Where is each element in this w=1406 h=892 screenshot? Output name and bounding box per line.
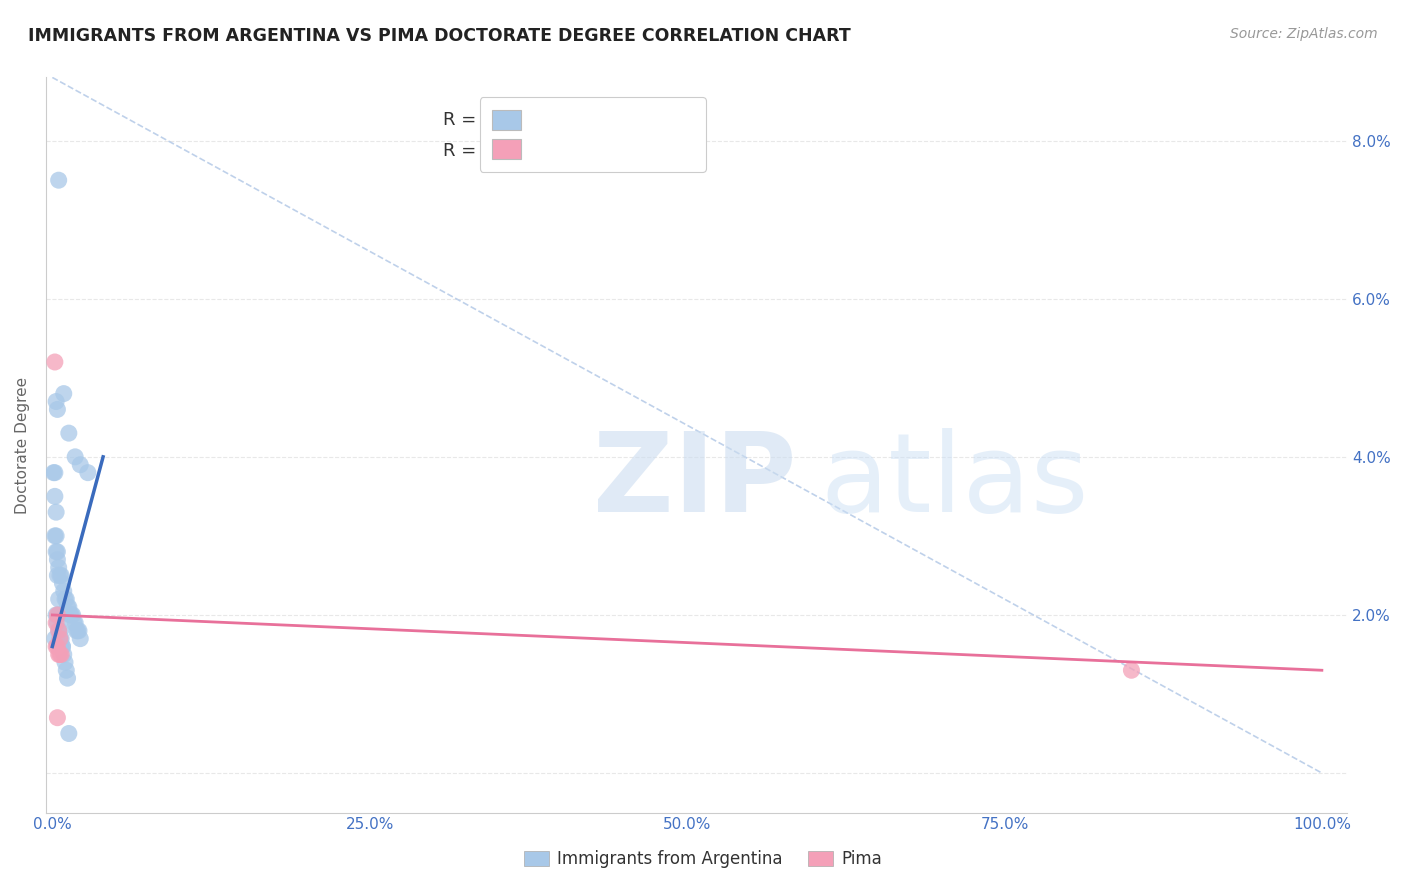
Text: Source: ZipAtlas.com: Source: ZipAtlas.com xyxy=(1230,27,1378,41)
Point xyxy=(42,466,65,480)
Point xyxy=(44,466,66,480)
Point xyxy=(45,394,67,409)
Point xyxy=(48,607,70,622)
Legend: Immigrants from Argentina, Pima: Immigrants from Argentina, Pima xyxy=(517,844,889,875)
Point xyxy=(48,624,70,638)
Text: atlas: atlas xyxy=(820,428,1088,535)
Text: N =: N = xyxy=(538,112,589,129)
Point xyxy=(51,640,73,654)
Point xyxy=(44,632,66,646)
Y-axis label: Doctorate Degree: Doctorate Degree xyxy=(15,376,30,514)
Point xyxy=(44,489,66,503)
Text: 54: 54 xyxy=(586,112,612,129)
Point xyxy=(46,615,69,630)
Point xyxy=(44,529,66,543)
Point xyxy=(45,607,67,622)
Point xyxy=(69,458,91,472)
Text: IMMIGRANTS FROM ARGENTINA VS PIMA DOCTORATE DEGREE CORRELATION CHART: IMMIGRANTS FROM ARGENTINA VS PIMA DOCTOR… xyxy=(28,27,851,45)
Text: 12: 12 xyxy=(586,142,612,160)
Point xyxy=(49,640,72,654)
Point xyxy=(65,624,87,638)
Point xyxy=(53,592,76,607)
Point xyxy=(1121,663,1143,677)
Point xyxy=(55,592,77,607)
Point xyxy=(46,402,69,417)
Point xyxy=(58,426,80,441)
Point xyxy=(53,656,76,670)
Point xyxy=(48,648,70,662)
Point xyxy=(55,663,77,677)
Point xyxy=(66,624,89,638)
Point xyxy=(46,568,69,582)
Legend:                             ,                             : , xyxy=(479,97,706,171)
Point xyxy=(49,568,72,582)
Point xyxy=(51,640,73,654)
Point xyxy=(63,615,86,630)
Point xyxy=(46,544,69,558)
Point xyxy=(45,615,67,630)
Point xyxy=(63,450,86,464)
Point xyxy=(51,648,73,662)
Text: R =: R = xyxy=(443,112,482,129)
Point xyxy=(56,671,79,685)
Point xyxy=(48,592,70,607)
Point xyxy=(48,173,70,187)
Point xyxy=(60,607,83,622)
Point xyxy=(48,624,70,638)
Point xyxy=(52,386,75,401)
Point xyxy=(69,632,91,646)
Point xyxy=(49,648,72,662)
Point xyxy=(52,584,75,599)
Point xyxy=(45,544,67,558)
Point xyxy=(67,624,90,638)
Point xyxy=(49,632,72,646)
Point xyxy=(58,600,80,615)
Text: 0.253: 0.253 xyxy=(479,112,536,129)
Point xyxy=(49,624,72,638)
Text: N =: N = xyxy=(538,142,589,160)
Point xyxy=(46,607,69,622)
Point xyxy=(51,632,73,646)
Point xyxy=(45,505,67,519)
Point xyxy=(58,726,80,740)
Point xyxy=(56,600,79,615)
Point xyxy=(52,648,75,662)
Point xyxy=(45,640,67,654)
Point xyxy=(45,529,67,543)
Point xyxy=(76,466,98,480)
Text: ZIP: ZIP xyxy=(592,428,796,535)
Point xyxy=(49,632,72,646)
Point xyxy=(51,568,73,582)
Text: R =: R = xyxy=(443,142,482,160)
Text: -0.115: -0.115 xyxy=(479,142,544,160)
Point xyxy=(44,355,66,369)
Point xyxy=(46,640,69,654)
Point xyxy=(51,640,73,654)
Point xyxy=(62,607,84,622)
Point xyxy=(63,615,86,630)
Point xyxy=(59,607,82,622)
Point xyxy=(48,560,70,574)
Point xyxy=(51,576,73,591)
Point xyxy=(46,552,69,566)
Point xyxy=(46,711,69,725)
